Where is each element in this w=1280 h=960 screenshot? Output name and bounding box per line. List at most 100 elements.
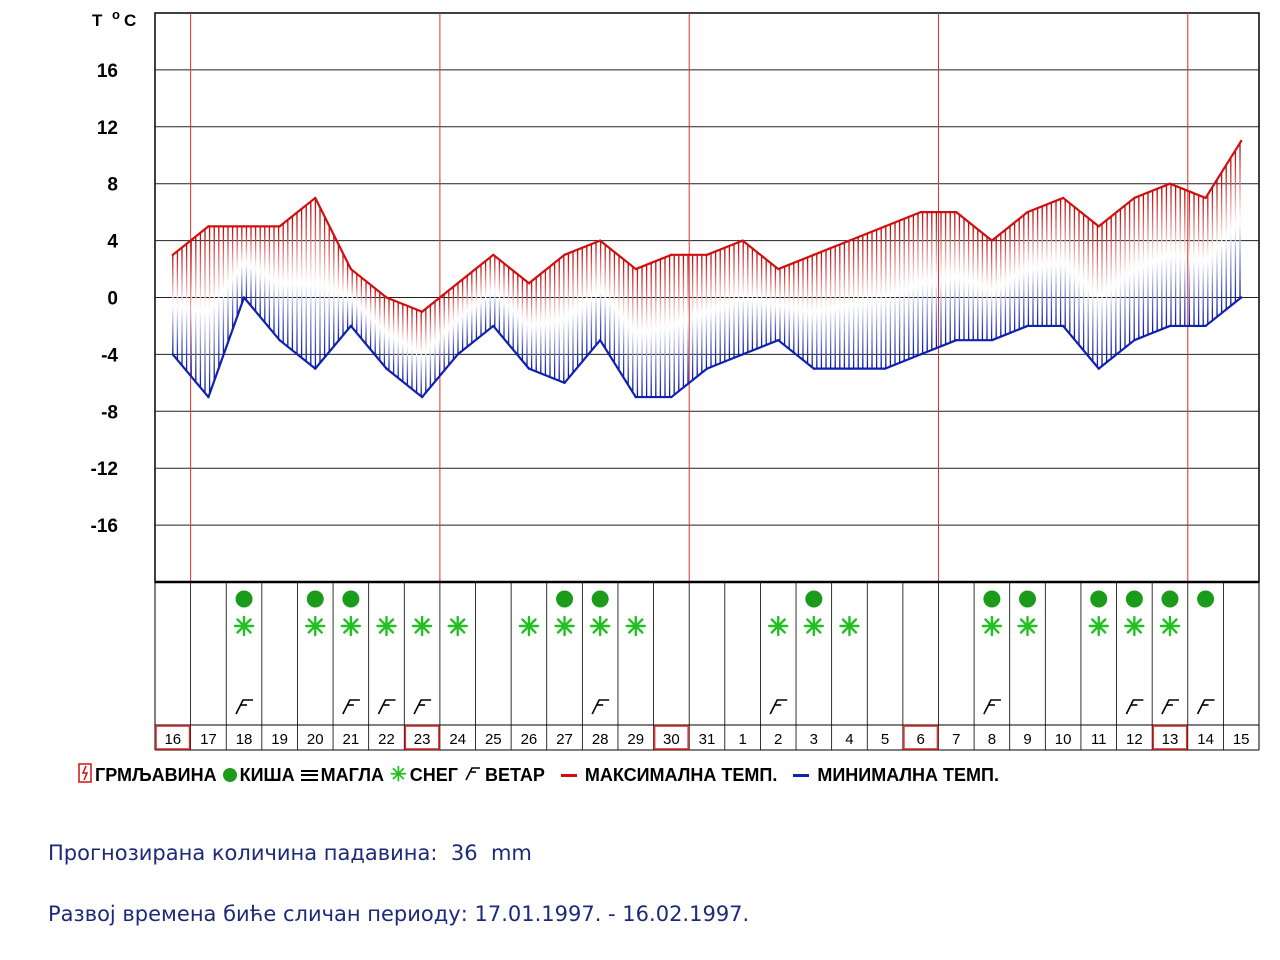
hatch-max: [1142, 194, 1145, 266]
hatch-max: [728, 245, 731, 303]
hatch-max: [609, 248, 611, 302]
hatch-min: [641, 331, 643, 398]
hatch-min: [388, 334, 390, 371]
hatch-min: [668, 326, 671, 398]
hatch-max: [1073, 206, 1076, 274]
hatch-min: [254, 268, 257, 312]
snow-icon: [376, 615, 397, 637]
hatch-max: [1101, 223, 1103, 295]
hatch-max: [190, 240, 192, 309]
point-max: [420, 310, 424, 313]
legend-max-label: МАКСИМАЛНА ТЕМП.: [584, 764, 778, 785]
hatch-min: [1101, 294, 1103, 367]
hatch-max: [415, 309, 418, 352]
hatch-min: [627, 323, 629, 385]
point-max: [1204, 196, 1207, 200]
hatch-min: [1239, 220, 1241, 299]
hatch-min: [535, 324, 537, 372]
hatch-max: [507, 267, 510, 306]
hatch-min: [590, 297, 593, 351]
hatch-min: [231, 277, 234, 330]
hatch-min: [921, 282, 924, 354]
hatch-max: [1046, 204, 1048, 266]
legend-snow: ✳ СНЕГ: [390, 765, 458, 786]
hatch-max: [172, 254, 174, 305]
hatch-max: [544, 270, 547, 323]
hatch-min: [507, 305, 510, 345]
hatch-min: [369, 317, 372, 350]
hatch-min: [195, 309, 197, 382]
hatch-min: [793, 307, 795, 353]
hatch-min: [356, 303, 358, 334]
day-label: 7: [952, 731, 960, 748]
hatch-max: [760, 255, 763, 302]
hatch-min: [268, 277, 271, 328]
legend-min-label: МИНИМАЛНА ТЕМП.: [817, 764, 999, 785]
hatch-min: [549, 321, 551, 378]
hatch-min: [1110, 287, 1112, 359]
hatch-min: [659, 328, 662, 398]
hatch-max: [940, 212, 942, 280]
hatch-min: [678, 322, 680, 392]
hatch-min: [1184, 257, 1186, 326]
point-min: [1133, 338, 1136, 342]
hatch-max: [977, 229, 979, 285]
hatch-max: [742, 241, 744, 298]
hatch-max: [530, 281, 533, 326]
hatch-max: [590, 244, 593, 298]
hatch-min: [954, 276, 956, 341]
hatch-max: [374, 288, 376, 322]
hatch-max: [443, 294, 445, 333]
hatch-max: [793, 262, 795, 308]
snow-icon: [518, 615, 540, 637]
hatch-min: [540, 323, 542, 374]
day-label: 9: [1023, 731, 1031, 748]
point-max: [1097, 225, 1100, 228]
hatch-min: [484, 296, 487, 333]
y-axis-unit-label-c: C: [124, 11, 136, 30]
hatch-max: [604, 244, 606, 297]
hatch-max: [397, 302, 399, 341]
hatch-min: [567, 315, 570, 379]
hatch-min: [586, 301, 588, 357]
hatch-max: [1032, 209, 1034, 268]
hatch-min: [218, 297, 220, 369]
hatch-min: [310, 283, 312, 366]
wind-icon: [464, 765, 482, 786]
point-min: [883, 367, 887, 370]
hatch-min: [498, 296, 501, 334]
day-label: 11: [1091, 731, 1107, 748]
hatch-max: [1078, 210, 1080, 278]
hatch-max: [632, 266, 634, 330]
hatch-min: [1087, 286, 1089, 357]
hatch-max: [365, 281, 367, 313]
period-label: Развој времена биће сличан периоду:: [48, 902, 468, 926]
hatch-min: [1170, 255, 1172, 326]
legend-wind-label: ВЕТАР: [484, 764, 545, 785]
hatch-min: [208, 310, 211, 394]
hatch-max: [236, 226, 238, 272]
day-label: 26: [521, 731, 538, 748]
hatch-min: [995, 287, 997, 339]
point-max: [705, 253, 709, 257]
hatch-max: [310, 201, 312, 284]
hatch-max: [627, 263, 629, 324]
hatch-min: [691, 317, 694, 381]
point-min: [207, 395, 210, 399]
hatch-max: [802, 259, 804, 310]
hatch-max: [650, 262, 652, 330]
day-highlight: [404, 725, 440, 750]
hatch-min: [461, 314, 464, 351]
day-label: 14: [1197, 731, 1214, 748]
hatch-max: [1013, 222, 1016, 277]
hatch-max: [222, 226, 225, 291]
hatch-max: [908, 216, 910, 289]
hatch-min: [595, 293, 597, 346]
hatch-min: [1124, 276, 1126, 348]
day-label: 2: [774, 731, 782, 748]
hatch-max: [402, 304, 404, 343]
hatch-max: [857, 237, 859, 303]
hatch-min: [1036, 267, 1039, 326]
day-label: 8: [988, 731, 996, 748]
hatch-min: [185, 307, 188, 371]
